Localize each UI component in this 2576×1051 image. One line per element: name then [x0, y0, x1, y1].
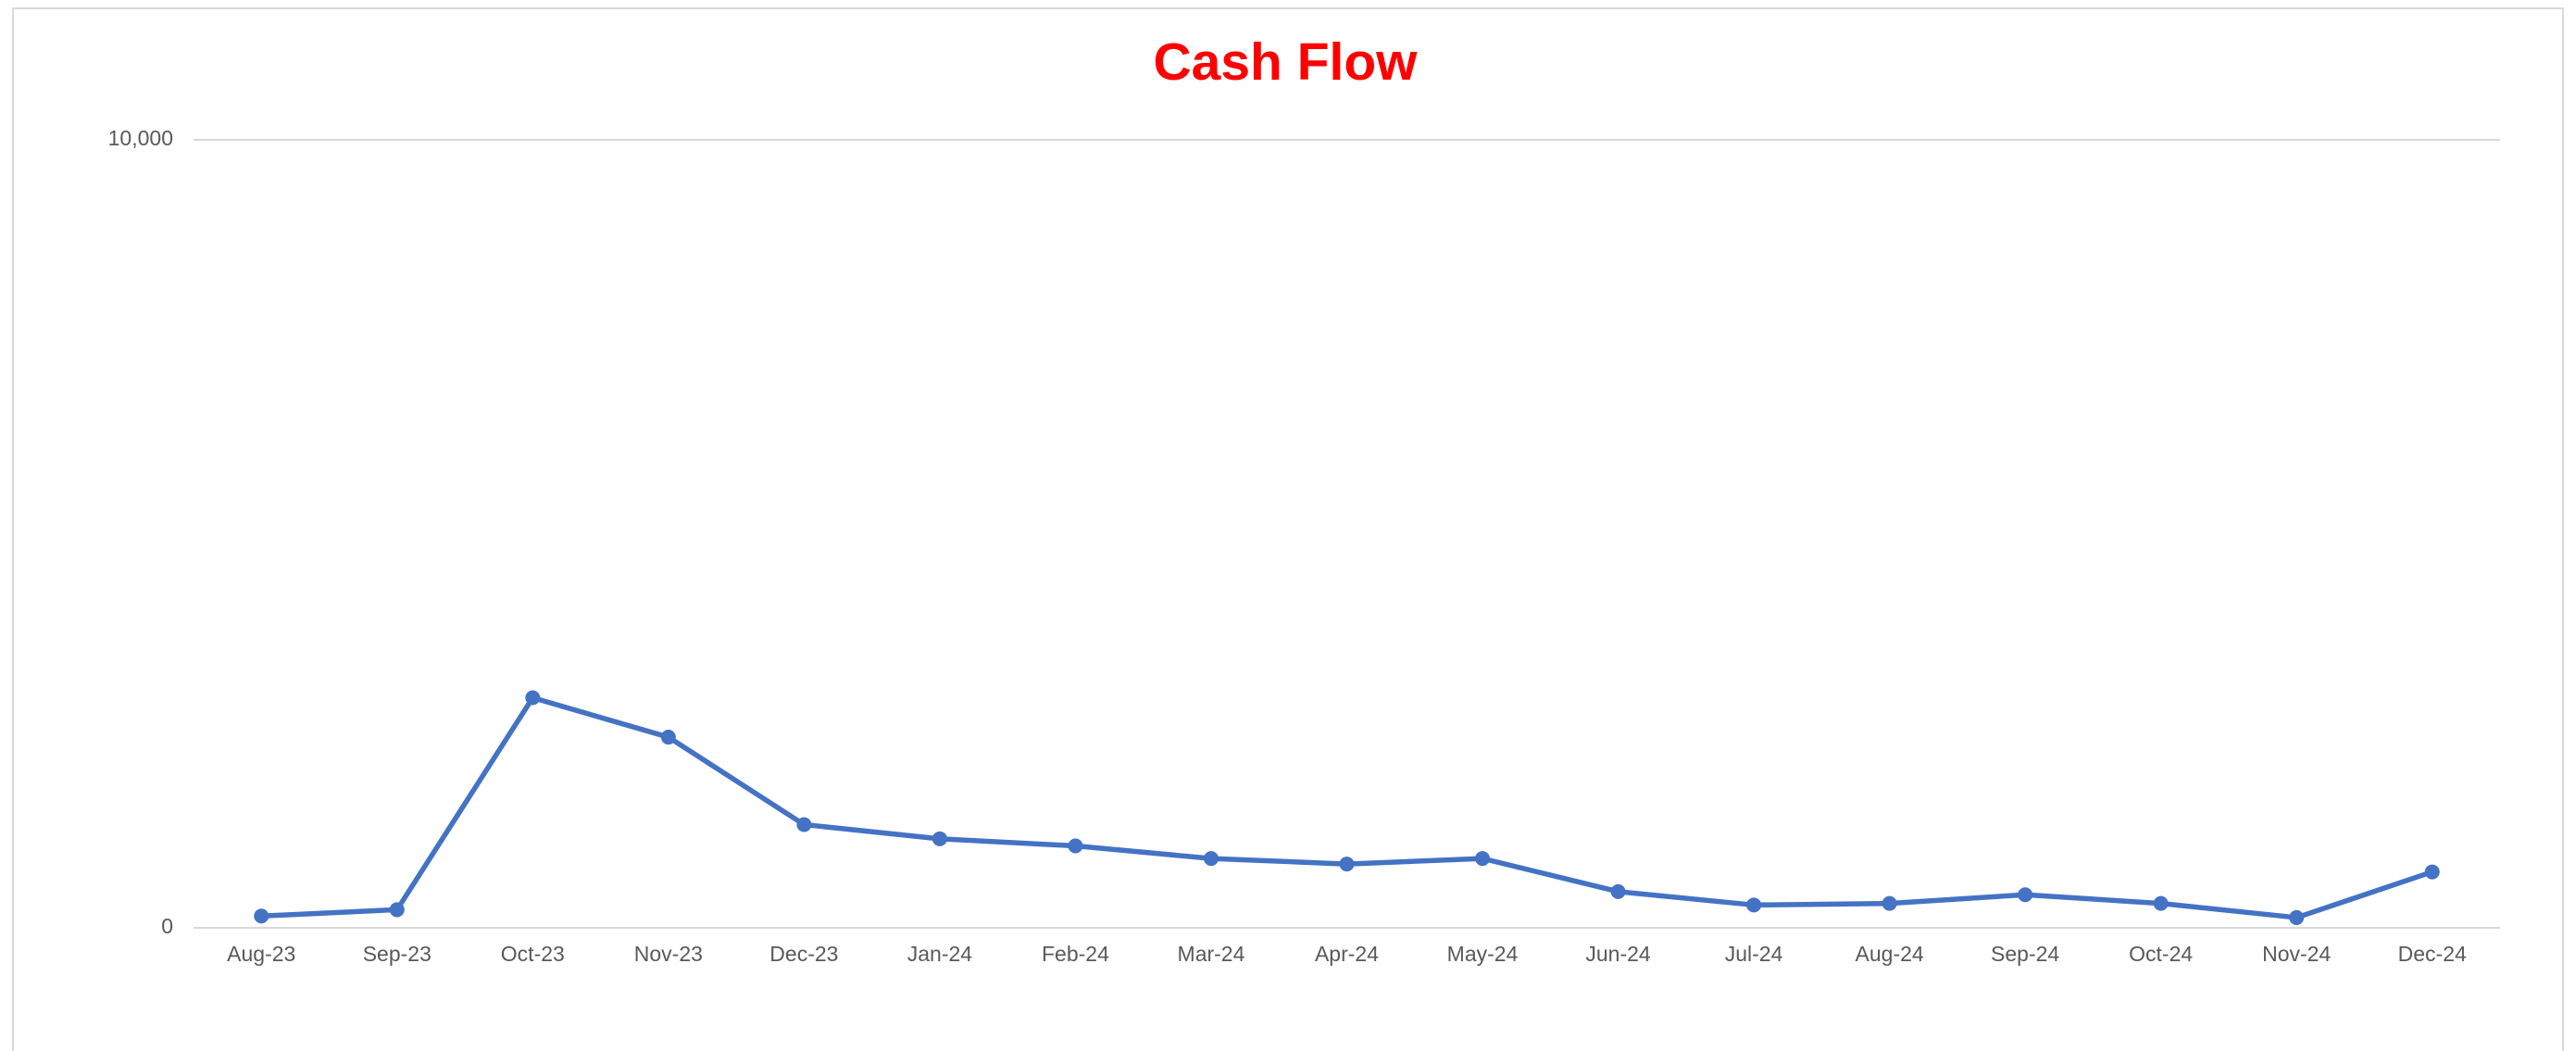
x-tick-label: Oct-24: [2129, 942, 2193, 966]
x-tick-label: Jun-24: [1585, 942, 1651, 966]
data-point: [525, 690, 541, 706]
x-tick-label: Mar-24: [1178, 942, 1245, 966]
data-point: [2424, 864, 2440, 880]
chart-border: [12, 7, 2564, 1051]
x-tick-label: Aug-24: [1856, 942, 1924, 966]
x-tick-label: May-24: [1447, 942, 1519, 966]
y-tick-label: 0: [161, 914, 173, 938]
data-point: [1475, 851, 1491, 867]
y-tick-label: 10,000: [108, 126, 173, 150]
x-tick-label: Jul-24: [1725, 942, 1783, 966]
chart-title: Cash Flow: [1153, 32, 1418, 92]
data-point: [796, 817, 812, 832]
x-tick-label: Nov-24: [2262, 942, 2331, 966]
x-tick-label: Jan-24: [907, 942, 973, 966]
data-point: [1746, 897, 1762, 913]
x-tick-label: Sep-24: [1991, 942, 2059, 966]
x-tick-label: Sep-23: [363, 942, 431, 966]
data-point: [1339, 857, 1355, 872]
data-point: [932, 831, 947, 846]
data-point: [254, 908, 269, 924]
data-point: [1203, 851, 1219, 867]
x-tick-label: Aug-23: [227, 942, 295, 966]
data-point: [660, 730, 676, 745]
data-point: [2289, 909, 2305, 925]
x-tick-label: Feb-24: [1042, 942, 1109, 966]
x-tick-label: Apr-24: [1315, 942, 1379, 966]
data-point: [2153, 895, 2169, 911]
data-point: [1882, 895, 1897, 911]
x-tick-label: Dec-24: [2398, 942, 2467, 966]
data-point: [2018, 887, 2033, 903]
x-tick-label: Oct-23: [501, 942, 565, 966]
x-tick-label: Dec-23: [769, 942, 838, 966]
data-point: [389, 902, 405, 918]
x-tick-label: Nov-23: [634, 942, 703, 966]
data-point: [1610, 883, 1626, 899]
data-point: [1068, 838, 1083, 854]
